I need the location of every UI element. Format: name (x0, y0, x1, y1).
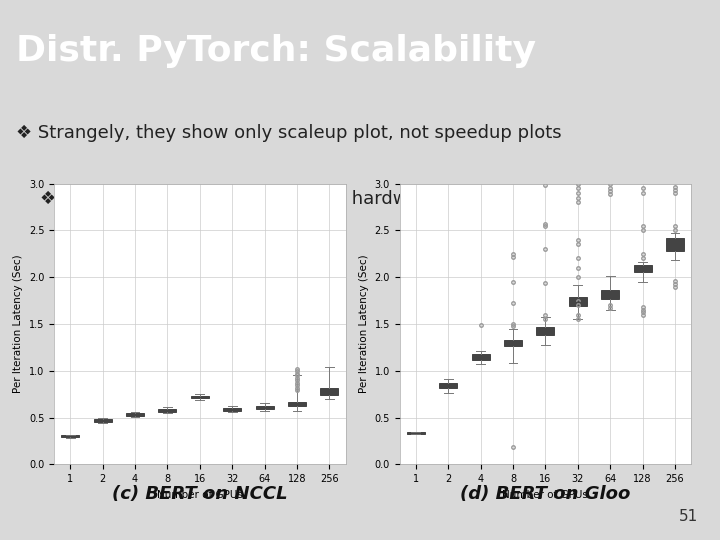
PathPatch shape (504, 340, 522, 347)
PathPatch shape (126, 414, 144, 416)
PathPatch shape (407, 431, 425, 434)
Y-axis label: Per Iteration Latency (Sec): Per Iteration Latency (Sec) (359, 255, 369, 393)
PathPatch shape (601, 291, 619, 299)
Y-axis label: Per Iteration Latency (Sec): Per Iteration Latency (Sec) (13, 255, 23, 393)
PathPatch shape (256, 406, 274, 409)
PathPatch shape (158, 409, 176, 411)
PathPatch shape (666, 238, 684, 251)
PathPatch shape (223, 408, 241, 410)
Text: ❖ Strangely, they show only scaleup plot, not speedup plots: ❖ Strangely, they show only scaleup plot… (16, 124, 562, 142)
PathPatch shape (472, 354, 490, 360)
Text: (d) BERT on Gloo: (d) BERT on Gloo (460, 485, 630, 503)
Text: Distr. PyTorch: Scalability: Distr. PyTorch: Scalability (16, 33, 536, 68)
Text: 51: 51 (679, 509, 698, 524)
PathPatch shape (61, 435, 79, 437)
PathPatch shape (94, 419, 112, 422)
PathPatch shape (288, 402, 306, 406)
X-axis label: Number of GPUs: Number of GPUs (157, 490, 243, 500)
PathPatch shape (569, 297, 587, 306)
Text: (c) BERT on NCCL: (c) BERT on NCCL (112, 485, 288, 503)
PathPatch shape (320, 388, 338, 395)
PathPatch shape (634, 265, 652, 272)
X-axis label: Number of GPUs: Number of GPUs (503, 490, 588, 500)
PathPatch shape (439, 383, 457, 388)
PathPatch shape (536, 327, 554, 335)
Text: ❖ Scaleup depends on model and hardware: ❖ Scaleup depends on model and hardware (40, 190, 436, 208)
PathPatch shape (191, 396, 209, 399)
